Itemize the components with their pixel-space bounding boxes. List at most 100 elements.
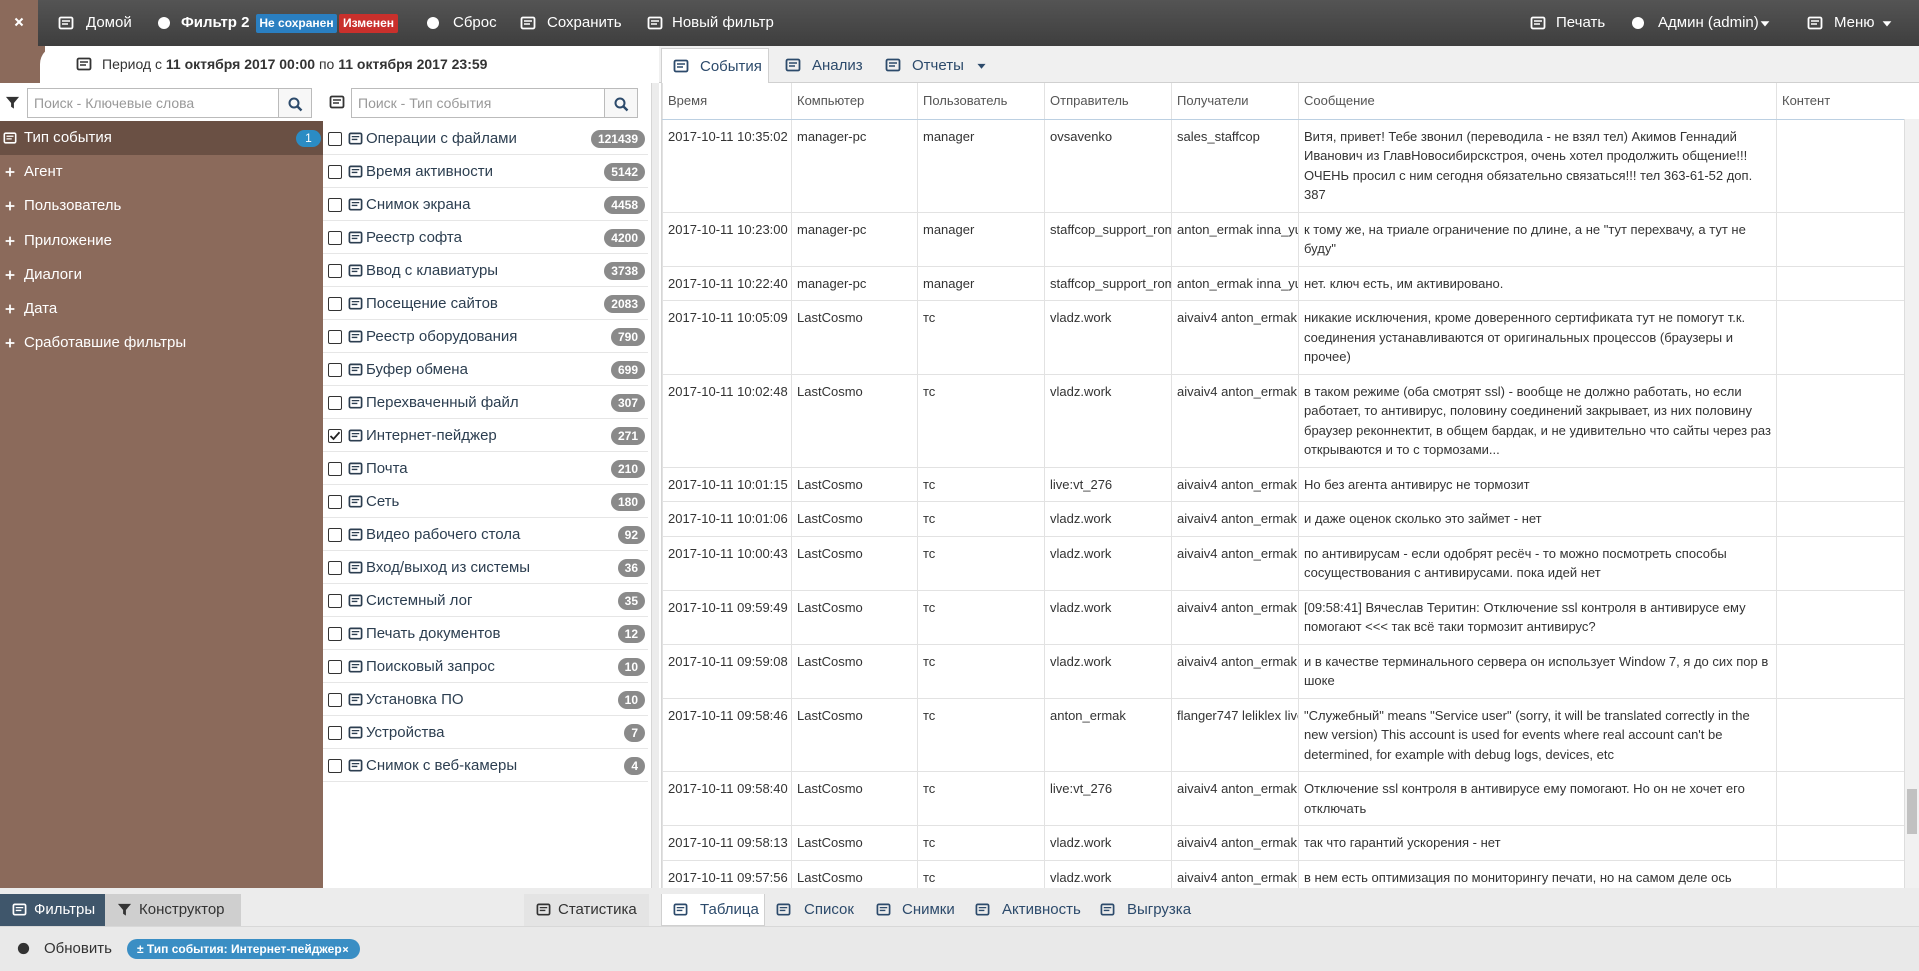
event-row[interactable]: 2017-10-11 10:01:15 LastCosmo тс live:vt_27… xyxy=(662,466,1904,502)
event-row[interactable]: 2017-10-11 10:02:48 LastCosmo тс vladz.work… xyxy=(662,373,1904,468)
column-header[interactable]: Получатели xyxy=(1171,83,1299,120)
event-row[interactable]: 2017-10-11 09:59:49 LastCosmo тс vladz.work… xyxy=(662,589,1904,645)
event-type[interactable]: Снимок с веб-камеры 4 xyxy=(323,749,648,782)
checkbox[interactable] xyxy=(328,594,342,608)
tab-label: Анализ xyxy=(812,57,863,74)
event-row[interactable]: 2017-10-11 10:35:02 manager-pc manager ovsa… xyxy=(662,118,1904,213)
tab[interactable]: События xyxy=(661,48,769,83)
event-type-label: Ввод с клавиатуры xyxy=(366,262,499,279)
filter-group[interactable]: Тип события 1 xyxy=(0,121,323,155)
event-type[interactable]: Сеть 180 xyxy=(323,485,648,518)
tab[interactable]: Отчеты xyxy=(875,48,995,83)
column-header[interactable]: Время xyxy=(662,83,792,120)
event-type[interactable]: Время активности 5142 xyxy=(323,155,648,188)
cell: manager xyxy=(917,265,1045,301)
column-header[interactable]: Пользователь xyxy=(917,83,1045,120)
checkbox[interactable] xyxy=(328,264,342,278)
event-type[interactable]: Интернет-пейджер 271 xyxy=(323,419,648,452)
checkbox[interactable] xyxy=(328,693,342,707)
checkbox[interactable] xyxy=(328,297,342,311)
view-tab[interactable]: Снимки xyxy=(865,894,965,926)
filter-group[interactable]: Агент xyxy=(0,155,323,189)
checkbox[interactable] xyxy=(328,198,342,212)
event-row[interactable]: 2017-10-11 09:58:13 LastCosmo тс vladz.work… xyxy=(662,825,1904,861)
icon xyxy=(348,627,363,640)
event-type[interactable]: Реестр софта 4200 xyxy=(323,221,648,254)
event-type[interactable]: Перехваченный файл 307 xyxy=(323,386,648,419)
event-type[interactable]: Снимок экрана 4458 xyxy=(323,188,648,221)
event-row[interactable]: 2017-10-11 10:00:43 LastCosmo тс vladz.work… xyxy=(662,535,1904,591)
view-tab[interactable]: Таблица xyxy=(661,894,765,926)
checkbox[interactable] xyxy=(328,231,342,245)
event-row[interactable]: 2017-10-11 09:57:56 LastCosmo тс vladz.work… xyxy=(662,859,1904,888)
event-row[interactable]: 2017-10-11 10:23:00 manager-pc manager staf… xyxy=(662,211,1904,267)
event-row[interactable]: 2017-10-11 09:58:40 LastCosmo тс live:vt_27… xyxy=(662,771,1904,826)
checkbox[interactable] xyxy=(328,726,342,740)
search-button[interactable] xyxy=(605,88,638,118)
checkbox[interactable] xyxy=(328,363,342,377)
checkbox[interactable] xyxy=(328,165,342,179)
event-type[interactable]: Операции с файлами 121439 xyxy=(323,122,648,155)
event-type[interactable]: Устройства 7 xyxy=(323,716,648,749)
event-type[interactable]: Поисковый запрос 10 xyxy=(323,650,648,683)
view-tab[interactable]: Выгрузка xyxy=(1091,894,1201,926)
column-header[interactable]: Сообщение xyxy=(1298,83,1777,120)
checkbox[interactable] xyxy=(328,495,342,509)
bottom-tab[interactable]: Конструктор xyxy=(105,894,241,926)
event-type[interactable]: Печать документов 12 xyxy=(323,617,648,650)
event-type[interactable]: Ввод с клавиатуры 3738 xyxy=(323,254,648,287)
filter-group[interactable]: Диалоги xyxy=(0,258,323,292)
filter-chip[interactable]: ± Тип события: Интернет-пейджер xyxy=(127,939,360,959)
cell: 2017-10-11 10:02:48 xyxy=(662,373,792,468)
checkbox[interactable] xyxy=(328,330,342,344)
cell: тс xyxy=(917,466,1045,502)
event-type[interactable]: Системный лог 35 xyxy=(323,584,648,617)
event-type[interactable]: Буфер обмена 699 xyxy=(323,353,648,386)
event-type[interactable]: Вход/выход из системы 36 xyxy=(323,551,648,584)
scrollbar-thumb[interactable] xyxy=(1907,789,1917,834)
checkbox[interactable] xyxy=(328,561,342,575)
filter-group[interactable]: Пользователь xyxy=(0,189,323,223)
event-row[interactable]: 2017-10-11 09:59:08 LastCosmo тс vladz.work… xyxy=(662,643,1904,699)
event-row[interactable]: 2017-10-11 09:58:46 LastCosmo тс anton_erma… xyxy=(662,697,1904,772)
checkbox[interactable] xyxy=(328,396,342,410)
refresh-button[interactable]: Обновить xyxy=(16,930,116,968)
filter-group[interactable]: Сработавшие фильтры xyxy=(0,326,323,360)
event-type-label: Буфер обмена xyxy=(366,361,468,378)
event-list xyxy=(323,122,651,894)
event-type[interactable]: Посещение сайтов 2083 xyxy=(323,287,648,320)
search-button[interactable] xyxy=(279,88,312,118)
column-header[interactable]: Отправитель xyxy=(1044,83,1172,120)
cell xyxy=(1776,859,1904,888)
bottom-tab[interactable]: Фильтры xyxy=(0,894,105,926)
checkbox[interactable] xyxy=(328,429,342,443)
search-input[interactable]: Поиск - Ключевые слова xyxy=(27,88,279,118)
event-type[interactable]: Видео рабочего стола 92 xyxy=(323,518,648,551)
view-tab[interactable]: Список xyxy=(765,894,865,926)
search-input[interactable]: Поиск - Тип события xyxy=(351,88,605,118)
event-type[interactable]: Почта 210 xyxy=(323,452,648,485)
event-type-count: 180 xyxy=(610,493,645,511)
event-row[interactable]: 2017-10-11 10:01:06 LastCosmo тс vladz.work… xyxy=(662,501,1904,537)
cell: vladz.work xyxy=(1044,373,1172,468)
checkbox[interactable] xyxy=(328,627,342,641)
event-row[interactable]: 2017-10-11 10:05:09 LastCosmo тс vladz.work… xyxy=(662,300,1904,375)
filter-group[interactable]: Приложение xyxy=(0,224,323,258)
close-button[interactable] xyxy=(0,0,38,46)
tab[interactable]: Анализ xyxy=(769,48,879,83)
checkbox[interactable] xyxy=(328,660,342,674)
icon xyxy=(14,17,24,27)
column-header[interactable]: Компьютер xyxy=(791,83,918,120)
checkbox[interactable] xyxy=(328,528,342,542)
checkbox[interactable] xyxy=(328,132,342,146)
checkbox[interactable] xyxy=(328,462,342,476)
event-type[interactable]: Реестр оборудования 790 xyxy=(323,320,648,353)
filter-group[interactable]: Дата xyxy=(0,292,323,326)
checkbox[interactable] xyxy=(328,759,342,773)
bottom-tab[interactable]: Статистика xyxy=(524,894,649,926)
event-row[interactable]: 2017-10-11 10:22:40 manager-pc manager staf… xyxy=(662,265,1904,301)
event-type[interactable]: Установка ПО 10 xyxy=(323,683,648,716)
view-tab[interactable]: Активность xyxy=(965,894,1091,926)
cell: staffcop_support_rom xyxy=(1044,211,1172,267)
column-header[interactable]: Контент xyxy=(1776,83,1904,120)
